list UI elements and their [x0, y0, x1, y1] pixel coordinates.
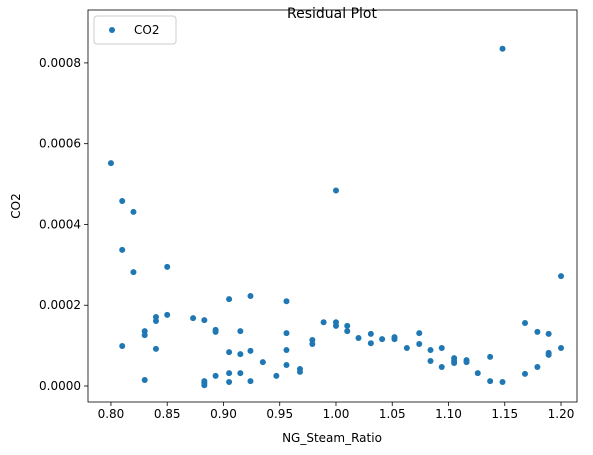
- point: [201, 382, 208, 389]
- y-tick-label: 0.0000: [39, 379, 81, 393]
- point: [416, 341, 423, 348]
- point: [296, 368, 303, 375]
- point: [226, 370, 233, 377]
- point: [237, 370, 244, 377]
- point: [474, 370, 481, 377]
- x-tick-label: 1.00: [323, 407, 350, 421]
- point: [487, 378, 494, 385]
- point: [201, 317, 208, 324]
- point: [438, 345, 445, 352]
- point: [427, 357, 434, 364]
- point: [499, 378, 506, 385]
- point: [367, 340, 374, 347]
- x-tick-label: 1.05: [379, 407, 406, 421]
- point: [332, 322, 339, 329]
- point: [283, 362, 290, 369]
- point: [237, 351, 244, 358]
- point: [545, 330, 552, 337]
- point: [522, 320, 529, 327]
- point: [247, 378, 254, 385]
- point: [367, 330, 374, 337]
- point: [226, 378, 233, 385]
- point: [344, 322, 351, 329]
- x-tick-label: 0.95: [266, 407, 293, 421]
- point: [152, 317, 159, 324]
- point: [487, 353, 494, 360]
- point: [332, 187, 339, 194]
- y-tick-label: 0.0006: [39, 137, 81, 151]
- point: [451, 359, 458, 366]
- legend-marker: [109, 27, 115, 33]
- x-axis-label: NG_Steam_Ratio: [282, 431, 382, 445]
- point: [130, 269, 137, 276]
- point: [226, 349, 233, 356]
- point: [403, 345, 410, 352]
- point: [391, 336, 398, 343]
- legend-box: [93, 15, 177, 45]
- point: [273, 372, 280, 379]
- point: [107, 160, 114, 167]
- point: [141, 376, 148, 383]
- point: [379, 336, 386, 343]
- x-tick-label: 0.85: [154, 407, 181, 421]
- point: [558, 273, 565, 280]
- point: [283, 347, 290, 354]
- point: [212, 372, 219, 379]
- point: [463, 359, 470, 366]
- y-tick-label: 0.0002: [39, 298, 81, 312]
- point: [534, 364, 541, 371]
- x-tick-label: 1.10: [435, 407, 462, 421]
- point: [259, 359, 266, 366]
- axes-frame: [87, 9, 578, 403]
- point: [355, 334, 362, 341]
- point: [545, 351, 552, 358]
- point: [320, 319, 327, 326]
- point: [164, 311, 171, 318]
- point: [344, 328, 351, 335]
- point: [247, 292, 254, 299]
- x-tick-label: 1.20: [548, 407, 575, 421]
- point: [247, 347, 254, 354]
- x-tick-label: 0.90: [210, 407, 237, 421]
- chart-title: Residual Plot: [287, 6, 377, 22]
- point: [499, 45, 506, 52]
- point: [558, 345, 565, 352]
- legend-label: CO2: [134, 23, 159, 37]
- point: [522, 370, 529, 377]
- point: [283, 330, 290, 337]
- y-tick-label: 0.0004: [39, 217, 81, 231]
- point: [416, 330, 423, 337]
- point: [427, 347, 434, 354]
- point: [130, 208, 137, 215]
- point: [119, 198, 126, 205]
- y-axis-label: CO2: [9, 193, 23, 218]
- point: [190, 315, 197, 322]
- point: [534, 328, 541, 335]
- point: [119, 246, 126, 253]
- point: [226, 296, 233, 303]
- point: [119, 343, 126, 350]
- point: [164, 263, 171, 270]
- point: [309, 341, 316, 348]
- point: [283, 298, 290, 305]
- point: [438, 364, 445, 371]
- point: [141, 332, 148, 339]
- x-tick-label: 1.15: [491, 407, 518, 421]
- y-tick-label: 0.0008: [39, 56, 81, 70]
- x-tick-label: 0.80: [98, 407, 125, 421]
- point: [152, 345, 159, 352]
- point: [237, 328, 244, 335]
- point: [212, 328, 219, 335]
